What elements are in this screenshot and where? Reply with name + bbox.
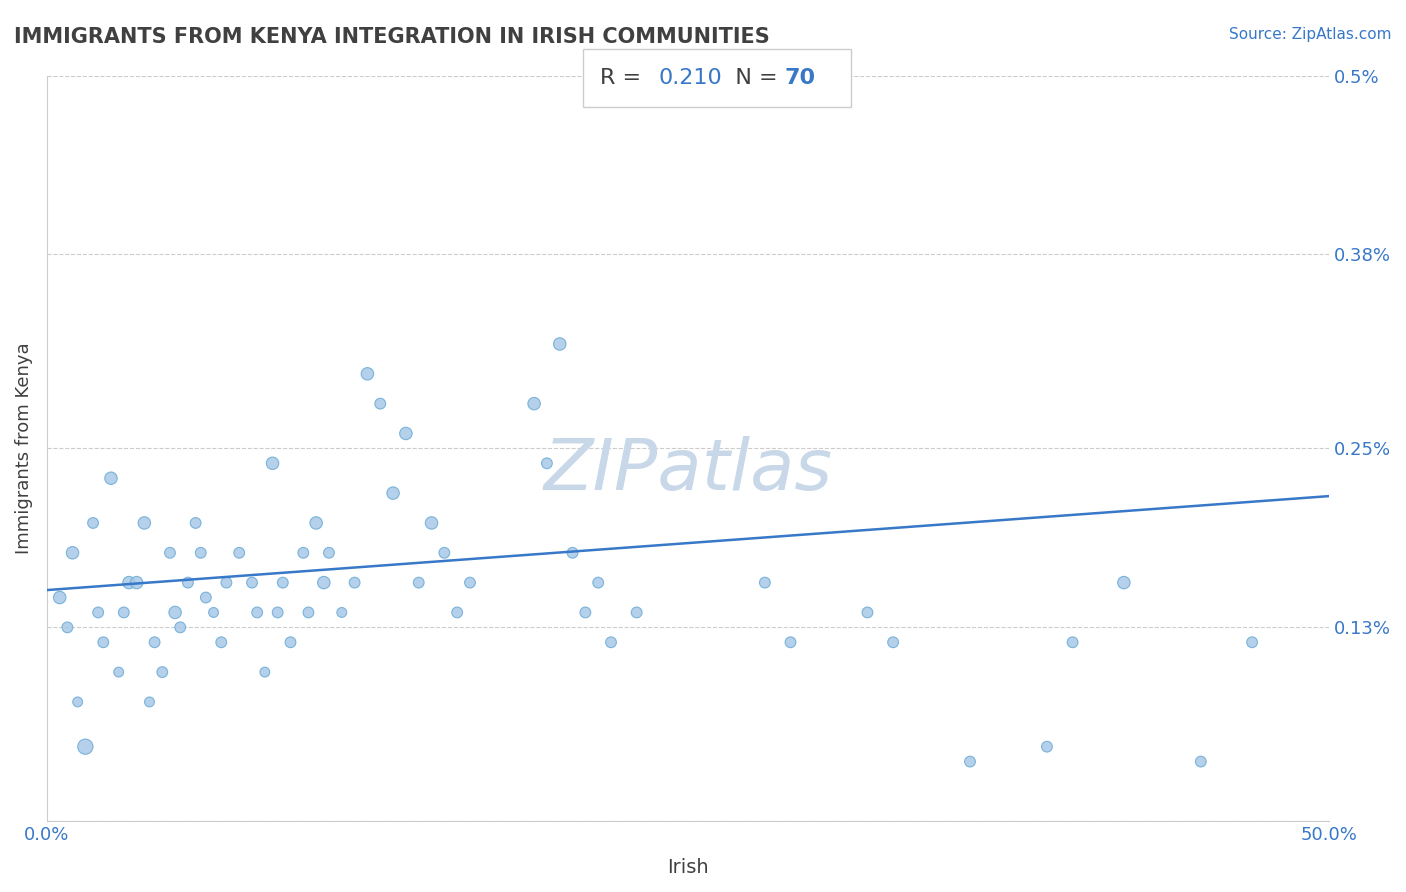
Point xyxy=(240,575,263,590)
Point xyxy=(561,546,583,560)
Point xyxy=(165,606,187,620)
Point xyxy=(420,516,443,530)
Point xyxy=(368,397,391,411)
Point xyxy=(143,635,166,649)
Point xyxy=(536,456,558,470)
Point xyxy=(626,606,648,620)
Point xyxy=(66,695,89,709)
Point xyxy=(312,575,335,590)
Text: N =: N = xyxy=(714,68,785,88)
Point xyxy=(382,486,405,500)
Text: 70: 70 xyxy=(785,68,815,88)
Point xyxy=(169,620,191,634)
Point xyxy=(253,665,276,679)
Point xyxy=(433,546,456,560)
Point xyxy=(356,367,378,381)
Point xyxy=(280,635,302,649)
Point xyxy=(87,606,110,620)
Point xyxy=(91,635,114,649)
Point xyxy=(548,337,571,351)
Point xyxy=(343,575,366,590)
Point xyxy=(318,546,340,560)
Text: ZIPatlas: ZIPatlas xyxy=(544,436,832,505)
Point xyxy=(202,606,225,620)
Point xyxy=(330,606,353,620)
Point xyxy=(1036,739,1059,754)
Y-axis label: Immigrants from Kenya: Immigrants from Kenya xyxy=(15,343,32,554)
Point xyxy=(266,606,288,620)
Point xyxy=(1189,755,1212,769)
Point xyxy=(125,575,148,590)
Point xyxy=(100,471,122,485)
Point xyxy=(246,606,269,620)
Point xyxy=(458,575,481,590)
Point xyxy=(190,546,212,560)
Point xyxy=(574,606,596,620)
Point xyxy=(209,635,232,649)
Text: 0.210: 0.210 xyxy=(658,68,721,88)
X-axis label: Irish: Irish xyxy=(666,858,709,877)
Point xyxy=(62,546,84,560)
Point xyxy=(1112,575,1135,590)
Point xyxy=(184,516,207,530)
Point xyxy=(395,426,418,441)
Text: IMMIGRANTS FROM KENYA INTEGRATION IN IRISH COMMUNITIES: IMMIGRANTS FROM KENYA INTEGRATION IN IRI… xyxy=(14,27,770,46)
Point xyxy=(150,665,173,679)
Point xyxy=(600,635,623,649)
Point xyxy=(138,695,160,709)
Text: R =: R = xyxy=(600,68,648,88)
Point xyxy=(112,606,135,620)
Point xyxy=(297,606,319,620)
Point xyxy=(262,456,284,470)
Point xyxy=(75,739,97,754)
Point xyxy=(215,575,238,590)
Point xyxy=(882,635,904,649)
Point xyxy=(959,755,981,769)
Point xyxy=(82,516,104,530)
Point xyxy=(1241,635,1264,649)
Point xyxy=(134,516,156,530)
Point xyxy=(1062,635,1084,649)
Point xyxy=(194,591,217,605)
Point xyxy=(159,546,181,560)
Point xyxy=(228,546,250,560)
Point xyxy=(292,546,315,560)
Point xyxy=(408,575,430,590)
Point xyxy=(271,575,294,590)
Text: Source: ZipAtlas.com: Source: ZipAtlas.com xyxy=(1229,27,1392,42)
Point xyxy=(305,516,328,530)
Point xyxy=(446,606,468,620)
Point xyxy=(754,575,776,590)
Point xyxy=(586,575,609,590)
Point xyxy=(107,665,129,679)
Point xyxy=(56,620,79,634)
Point xyxy=(118,575,141,590)
Point xyxy=(48,591,70,605)
Point xyxy=(523,397,546,411)
Point xyxy=(779,635,801,649)
Point xyxy=(856,606,879,620)
Point xyxy=(177,575,200,590)
